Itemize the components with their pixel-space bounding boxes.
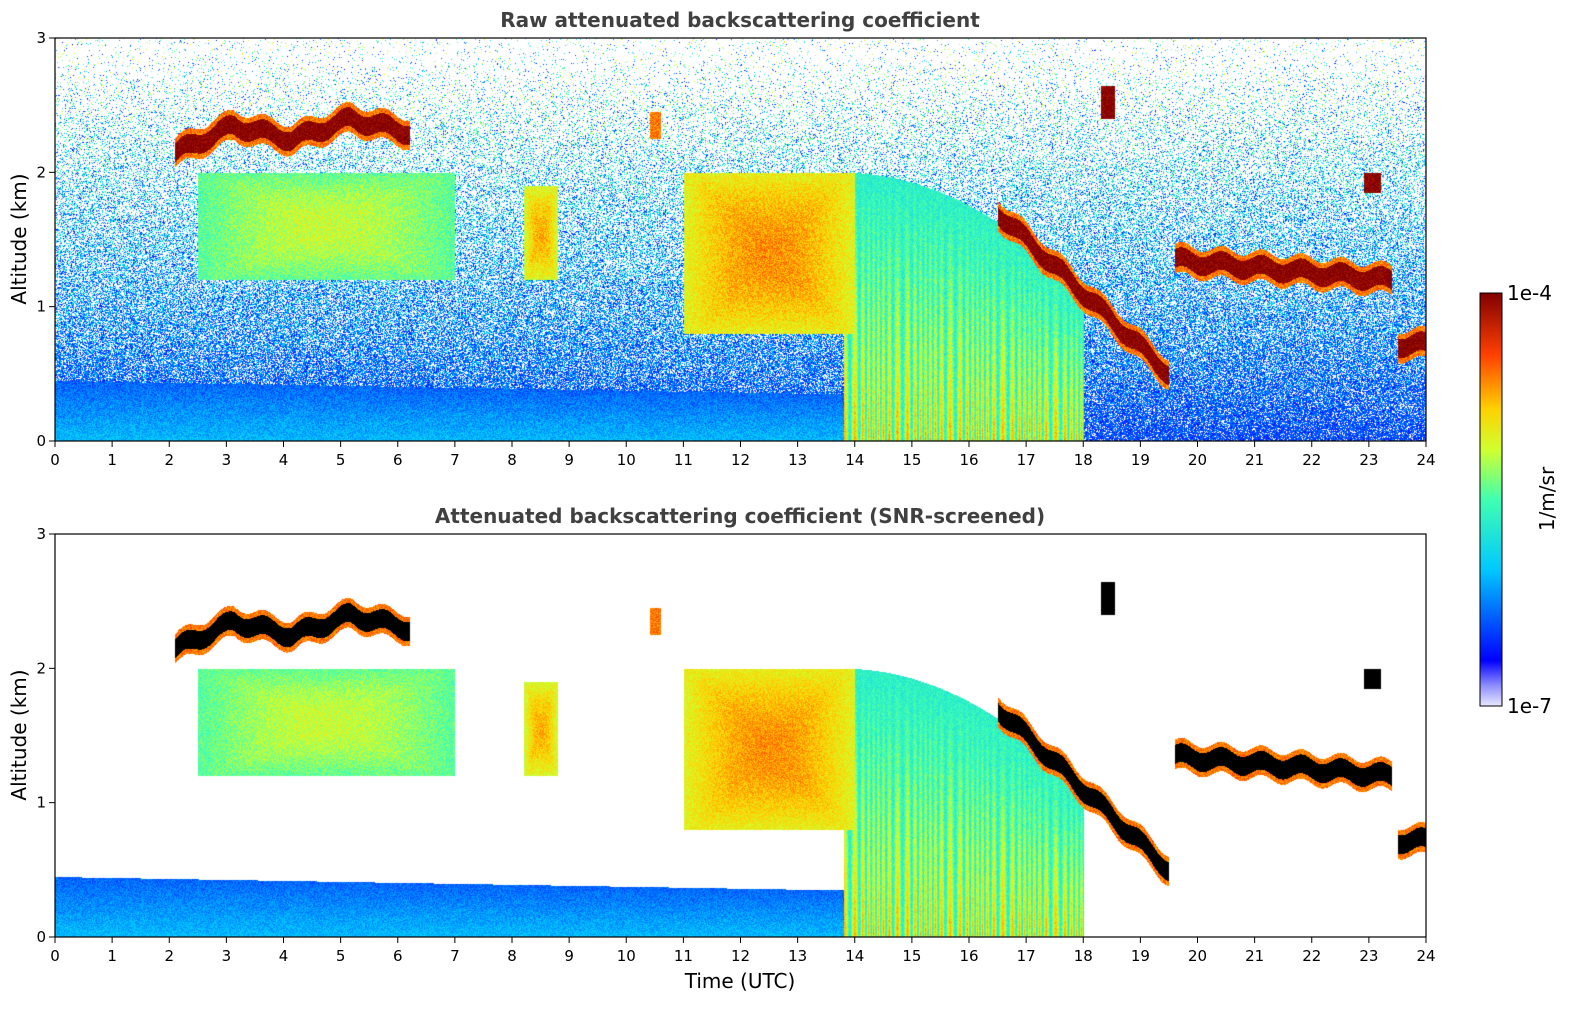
x-tick-label: 21 — [1245, 947, 1264, 965]
x-tick-label: 3 — [222, 451, 232, 469]
x-tick-label: 6 — [393, 947, 403, 965]
y-tick-label: 2 — [36, 163, 46, 181]
x-tick-label: 22 — [1302, 451, 1321, 469]
panel-title-raw: Raw attenuated backscattering coefficien… — [500, 8, 980, 32]
x-tick-label: 15 — [902, 451, 921, 469]
x-tick-label: 8 — [507, 451, 517, 469]
x-tick-label: 8 — [507, 947, 517, 965]
ylabel-screened: Altitude (km) — [7, 669, 31, 800]
x-tick-label: 17 — [1017, 947, 1036, 965]
x-tick-label: 5 — [336, 451, 346, 469]
x-tick-label: 1 — [107, 947, 117, 965]
x-tick-label: 3 — [222, 947, 232, 965]
heatmap-screened — [55, 534, 1426, 937]
x-tick-label: 12 — [731, 451, 750, 469]
colorbar: 1e-4 1e-7 1/m/sr — [1479, 281, 1559, 718]
x-tick-label: 13 — [788, 947, 807, 965]
x-tick-label: 14 — [845, 947, 864, 965]
x-tick-label: 19 — [1131, 451, 1150, 469]
x-tick-label: 18 — [1074, 947, 1093, 965]
x-tick-label: 4 — [279, 451, 289, 469]
x-tick-label: 20 — [1188, 451, 1207, 469]
colorbar-gradient — [1479, 292, 1503, 707]
x-tick-label: 13 — [788, 451, 807, 469]
x-tick-label: 10 — [617, 947, 636, 965]
x-tick-label: 16 — [959, 451, 978, 469]
heatmap-raw — [55, 38, 1426, 441]
x-tick-label: 6 — [393, 451, 403, 469]
x-tick-label: 19 — [1131, 947, 1150, 965]
x-ticks-raw: 0 1 2 3 4 5 6 7 8 9 10 11 12 13 14 15 16 17 18 19 20 21 22 23 24 — [50, 441, 1436, 469]
x-tick-label: 24 — [1416, 451, 1435, 469]
x-tick-label: 12 — [731, 947, 750, 965]
x-tick-label: 24 — [1416, 947, 1435, 965]
x-tick-label: 4 — [279, 947, 289, 965]
x-tick-label: 1 — [107, 451, 117, 469]
panel-title-screened: Attenuated backscattering coefficient (S… — [435, 504, 1045, 528]
colorbar-min-label: 1e-7 — [1507, 694, 1552, 718]
x-tick-label: 9 — [564, 451, 574, 469]
colorbar-unit-label: 1/m/sr — [1535, 466, 1559, 531]
x-tick-label: 21 — [1245, 451, 1264, 469]
y-tick-label: 1 — [36, 794, 46, 812]
x-tick-label: 22 — [1302, 947, 1321, 965]
y-ticks-screened: 0 1 2 3 — [36, 525, 55, 946]
x-tick-label: 14 — [845, 451, 864, 469]
panel-screened: Attenuated backscattering coefficient (S… — [7, 504, 1436, 993]
x-tick-label: 23 — [1359, 451, 1378, 469]
y-tick-label: 0 — [36, 432, 46, 450]
x-tick-label: 23 — [1359, 947, 1378, 965]
y-ticks-raw: 0 1 2 3 — [36, 29, 55, 450]
x-tick-label: 11 — [674, 947, 693, 965]
ylabel-raw: Altitude (km) — [7, 173, 31, 304]
x-tick-label: 9 — [564, 947, 574, 965]
x-tick-label: 2 — [164, 947, 174, 965]
panel-raw: Raw attenuated backscattering coefficien… — [7, 8, 1436, 469]
x-tick-label: 2 — [164, 451, 174, 469]
x-tick-label: 7 — [450, 451, 460, 469]
x-tick-label: 7 — [450, 947, 460, 965]
x-tick-label: 17 — [1017, 451, 1036, 469]
x-tick-label: 18 — [1074, 451, 1093, 469]
x-tick-label: 0 — [50, 947, 60, 965]
x-tick-label: 0 — [50, 451, 60, 469]
xlabel-screened: Time (UTC) — [684, 969, 796, 993]
x-tick-label: 15 — [902, 947, 921, 965]
y-tick-label: 1 — [36, 298, 46, 316]
y-tick-label: 3 — [36, 525, 46, 543]
x-tick-label: 16 — [959, 947, 978, 965]
x-tick-label: 5 — [336, 947, 346, 965]
x-tick-label: 11 — [674, 451, 693, 469]
x-tick-label: 20 — [1188, 947, 1207, 965]
y-tick-label: 2 — [36, 659, 46, 677]
colorbar-max-label: 1e-4 — [1507, 281, 1552, 305]
x-tick-label: 10 — [617, 451, 636, 469]
x-ticks-screened: 0 1 2 3 4 5 6 7 8 9 10 11 12 13 14 15 16 17 18 19 20 21 22 23 24 — [50, 937, 1436, 965]
y-tick-label: 0 — [36, 928, 46, 946]
y-tick-label: 3 — [36, 29, 46, 47]
